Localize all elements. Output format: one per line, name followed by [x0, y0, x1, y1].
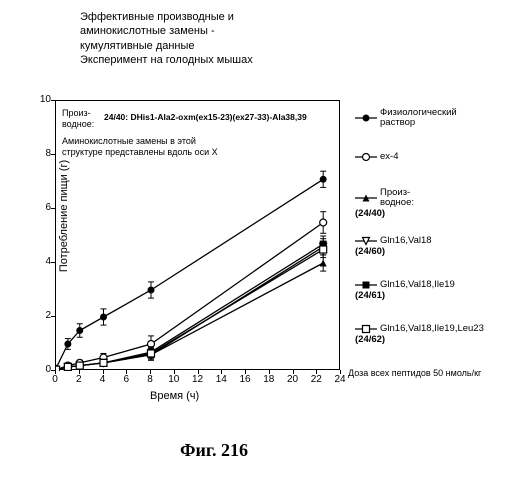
figure-caption: Фиг. 216 — [180, 440, 248, 461]
legend-item-5: Gln16,Val18,Ile19,Leu23(24/62) — [355, 324, 484, 346]
dose-label: Доза всех пептидов 50 нмоль/кг — [348, 368, 481, 378]
legend-item-2: Произ- водное:(24/40) — [355, 188, 414, 219]
derivative-code: 24/40: DHis1-Ala2-oxm(ex15-23)(ex27-33)-… — [104, 112, 307, 122]
legend-item-3: Gln16,Val18(24/60) — [355, 236, 432, 258]
chart-title: Эффективные производные и аминокислотные… — [80, 10, 253, 67]
structure-note: Аминокислотные замены в этой структуре п… — [62, 136, 218, 158]
legend-item-0: Физиологический раствор — [355, 108, 457, 129]
derivative-label: Произ-водное: — [62, 108, 94, 130]
x-axis-label: Время (ч) — [150, 390, 199, 402]
legend-item-4: Gln16,Val18,Ile19(24/61) — [355, 280, 455, 302]
legend-item-1: ex-4 — [355, 152, 398, 163]
